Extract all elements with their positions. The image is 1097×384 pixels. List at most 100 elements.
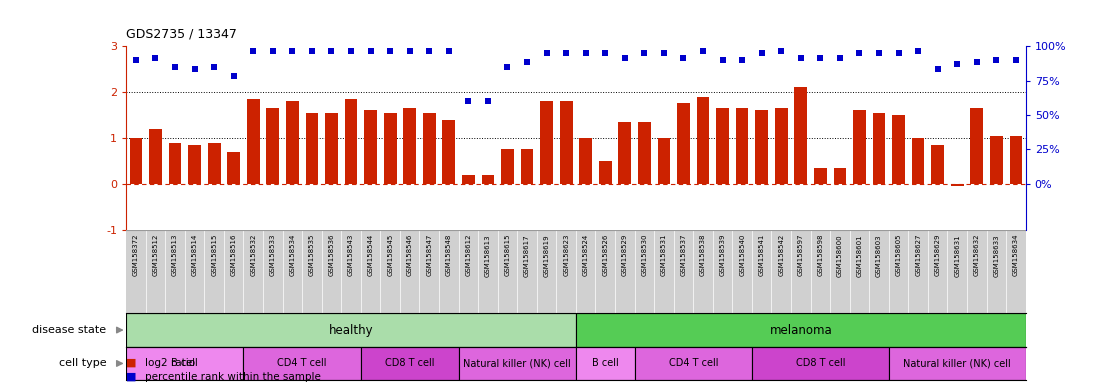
Point — [362, 48, 380, 54]
Bar — [634, 347, 751, 380]
Text: GSM158615: GSM158615 — [505, 234, 510, 276]
Point — [929, 66, 947, 72]
Bar — [951, 184, 963, 186]
Bar — [423, 113, 436, 184]
Text: healthy: healthy — [329, 324, 373, 336]
Text: GSM158537: GSM158537 — [680, 234, 687, 276]
Bar — [247, 99, 260, 184]
Text: GSM158632: GSM158632 — [974, 234, 980, 276]
Bar — [873, 113, 885, 184]
Bar — [482, 175, 495, 184]
Text: GSM158547: GSM158547 — [427, 234, 432, 276]
Bar — [384, 113, 396, 184]
Bar — [244, 347, 361, 380]
Text: GDS2735 / 13347: GDS2735 / 13347 — [126, 27, 237, 40]
Bar — [521, 149, 533, 184]
Bar — [989, 136, 1003, 184]
Bar — [501, 149, 513, 184]
Point — [323, 48, 340, 54]
Point — [420, 48, 438, 54]
Text: GSM158516: GSM158516 — [230, 234, 237, 276]
Text: GSM158531: GSM158531 — [660, 234, 667, 276]
Point — [714, 57, 732, 63]
Bar — [599, 161, 612, 184]
Text: GSM158542: GSM158542 — [778, 234, 784, 276]
Text: GSM158612: GSM158612 — [465, 234, 472, 276]
Text: GSM158605: GSM158605 — [895, 234, 902, 276]
Text: GSM158533: GSM158533 — [270, 234, 275, 276]
Bar — [619, 122, 631, 184]
Point — [382, 48, 399, 54]
Point — [264, 48, 282, 54]
Point — [968, 59, 985, 65]
Point — [635, 50, 653, 56]
Bar — [325, 113, 338, 184]
Bar — [540, 101, 553, 184]
Point — [792, 55, 810, 61]
Point — [655, 50, 672, 56]
Text: GSM158613: GSM158613 — [485, 234, 491, 276]
Point — [694, 48, 712, 54]
Text: GSM158514: GSM158514 — [192, 234, 197, 276]
Text: GSM158540: GSM158540 — [739, 234, 745, 276]
Bar — [736, 108, 748, 184]
Point — [772, 48, 790, 54]
Point — [303, 48, 320, 54]
Text: GSM158530: GSM158530 — [642, 234, 647, 276]
Point — [460, 98, 477, 104]
Text: GSM158629: GSM158629 — [935, 234, 941, 276]
Text: GSM158627: GSM158627 — [915, 234, 921, 276]
Text: GSM158536: GSM158536 — [328, 234, 335, 276]
Point — [225, 73, 242, 79]
Point — [205, 64, 223, 70]
Text: GSM158631: GSM158631 — [954, 234, 960, 276]
Point — [245, 48, 262, 54]
Text: disease state: disease state — [33, 325, 106, 335]
Point — [890, 50, 907, 56]
Point — [557, 50, 575, 56]
Bar — [892, 115, 905, 184]
Point — [812, 55, 829, 61]
Text: GSM158524: GSM158524 — [583, 234, 589, 276]
Text: GSM158597: GSM158597 — [798, 234, 804, 276]
Text: B cell: B cell — [592, 358, 619, 369]
Bar — [364, 110, 377, 184]
Text: GSM158601: GSM158601 — [857, 234, 862, 276]
Text: cell type: cell type — [59, 358, 106, 369]
Text: GSM158512: GSM158512 — [152, 234, 158, 276]
Point — [949, 61, 966, 68]
Point — [167, 64, 184, 70]
Point — [284, 48, 302, 54]
Text: GSM158603: GSM158603 — [877, 234, 882, 276]
Bar — [207, 142, 220, 184]
Bar — [677, 104, 690, 184]
Text: GSM158623: GSM158623 — [563, 234, 569, 276]
Bar — [459, 347, 576, 380]
Point — [675, 55, 692, 61]
Point — [850, 50, 868, 56]
Bar — [912, 138, 925, 184]
Text: GSM158598: GSM158598 — [817, 234, 824, 276]
Text: GSM158634: GSM158634 — [1013, 234, 1019, 276]
Point — [499, 64, 517, 70]
Bar — [559, 101, 573, 184]
Text: GSM158515: GSM158515 — [211, 234, 217, 276]
Text: GSM158535: GSM158535 — [309, 234, 315, 276]
Point — [617, 55, 634, 61]
Text: GSM158529: GSM158529 — [622, 234, 627, 276]
Bar — [189, 145, 201, 184]
Bar — [576, 347, 634, 380]
Bar — [638, 122, 651, 184]
Bar — [889, 347, 1026, 380]
Bar — [794, 88, 807, 184]
Bar — [931, 145, 945, 184]
Text: GSM158541: GSM158541 — [759, 234, 765, 276]
Text: melanoma: melanoma — [769, 324, 833, 336]
Text: ■: ■ — [126, 358, 137, 368]
Point — [440, 48, 457, 54]
Text: GSM158513: GSM158513 — [172, 234, 178, 276]
Bar — [306, 113, 318, 184]
Point — [753, 50, 770, 56]
Bar — [774, 108, 788, 184]
Text: GSM158526: GSM158526 — [602, 234, 608, 276]
